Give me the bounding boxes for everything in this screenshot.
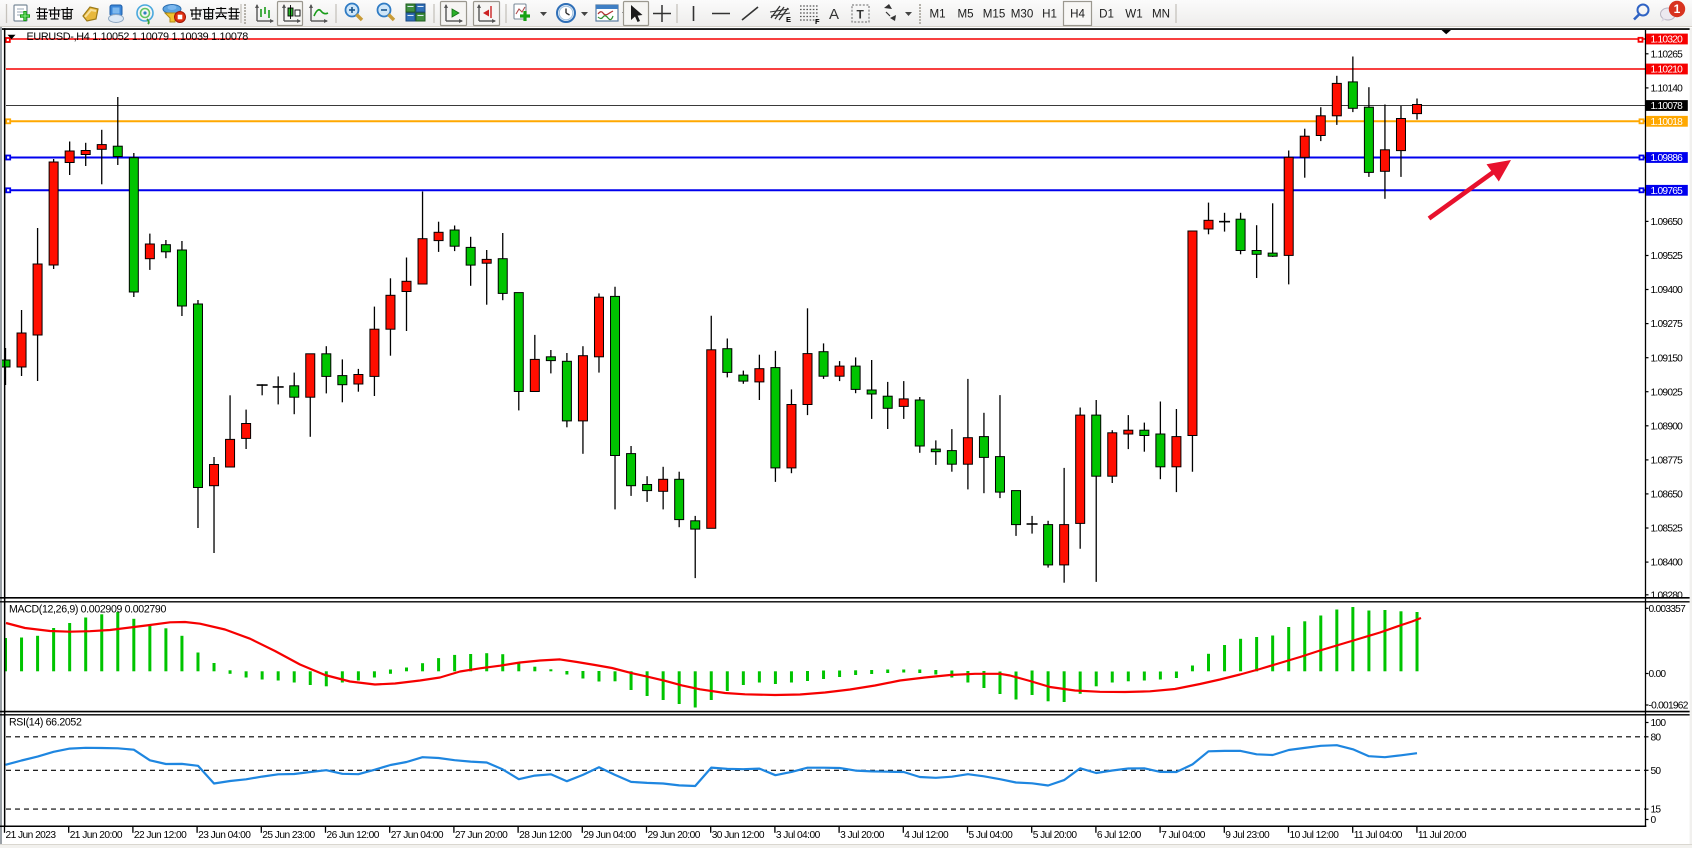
svg-text:1.10078: 1.10078 <box>1651 101 1684 112</box>
svg-text:1.09400: 1.09400 <box>1651 285 1684 296</box>
svg-text:MN: MN <box>1152 8 1170 21</box>
svg-text:22 Jun 12:00: 22 Jun 12:00 <box>134 830 187 841</box>
svg-text:M15: M15 <box>983 8 1006 21</box>
svg-text:D1: D1 <box>1099 8 1114 21</box>
svg-text:1.08400: 1.08400 <box>1651 558 1684 569</box>
svg-text:30 Jun 12:00: 30 Jun 12:00 <box>712 830 765 841</box>
svg-text:28 Jun 12:00: 28 Jun 12:00 <box>519 830 572 841</box>
svg-text:1.08900: 1.08900 <box>1651 421 1684 432</box>
svg-text:MACD(12,26,9) 0.002909 0.00279: MACD(12,26,9) 0.002909 0.002790 <box>9 604 166 616</box>
svg-text:A: A <box>829 6 839 23</box>
svg-text:1.10140: 1.10140 <box>1651 84 1684 95</box>
svg-text:5 Jul 04:00: 5 Jul 04:00 <box>969 830 1014 841</box>
svg-text:W1: W1 <box>1125 8 1142 21</box>
svg-text:1.09275: 1.09275 <box>1651 319 1684 330</box>
svg-text:100: 100 <box>1651 718 1667 729</box>
svg-text:H4: H4 <box>1070 8 1085 21</box>
svg-text:29 Jun 04:00: 29 Jun 04:00 <box>583 830 636 841</box>
svg-text:23 Jun 04:00: 23 Jun 04:00 <box>198 830 251 841</box>
svg-text:RSI(14) 66.2052: RSI(14) 66.2052 <box>9 717 82 729</box>
svg-text:4 Jul 12:00: 4 Jul 12:00 <box>904 830 949 841</box>
svg-text:1.08525: 1.08525 <box>1651 524 1684 535</box>
svg-text:3 Jul 20:00: 3 Jul 20:00 <box>840 830 885 841</box>
svg-text:E: E <box>786 15 791 24</box>
svg-text:27 Jun 04:00: 27 Jun 04:00 <box>391 830 444 841</box>
svg-text:29 Jun 20:00: 29 Jun 20:00 <box>648 830 701 841</box>
svg-text:0: 0 <box>1651 815 1657 826</box>
svg-text:1.10265: 1.10265 <box>1651 49 1684 60</box>
svg-text:1: 1 <box>1674 2 1681 16</box>
svg-text:1.09886: 1.09886 <box>1651 153 1684 164</box>
svg-text:T: T <box>857 8 865 22</box>
svg-text:80: 80 <box>1651 732 1662 743</box>
svg-text:0.003357: 0.003357 <box>1649 604 1687 615</box>
svg-text:11 Jul 04:00: 11 Jul 04:00 <box>1354 830 1403 841</box>
svg-text:1.09025: 1.09025 <box>1651 387 1684 398</box>
svg-text:H1: H1 <box>1042 8 1057 21</box>
svg-text:21 Jun 20:00: 21 Jun 20:00 <box>70 830 123 841</box>
svg-text:7 Jul 04:00: 7 Jul 04:00 <box>1161 830 1206 841</box>
svg-text:50: 50 <box>1651 766 1662 777</box>
svg-text:3 Jul 04:00: 3 Jul 04:00 <box>776 830 821 841</box>
svg-text:F: F <box>815 17 820 26</box>
svg-text:1.10320: 1.10320 <box>1651 35 1684 46</box>
svg-text:5 Jul 20:00: 5 Jul 20:00 <box>1033 830 1078 841</box>
svg-text:26 Jun 12:00: 26 Jun 12:00 <box>327 830 380 841</box>
svg-text:M1: M1 <box>929 8 945 21</box>
svg-text:25 Jun 23:00: 25 Jun 23:00 <box>262 830 315 841</box>
svg-text:6 Jul 12:00: 6 Jul 12:00 <box>1097 830 1142 841</box>
svg-text:1.09650: 1.09650 <box>1651 217 1684 228</box>
svg-text:1.08280: 1.08280 <box>1651 590 1684 601</box>
svg-text:EURUSD-,H4 1.10052 1.10079 1.: EURUSD-,H4 1.10052 1.10079 1.10039 1.100… <box>27 31 249 43</box>
svg-text:1.08650: 1.08650 <box>1651 490 1684 501</box>
svg-text:1.09150: 1.09150 <box>1651 353 1684 364</box>
svg-text:1.08775: 1.08775 <box>1651 456 1684 467</box>
svg-text:1.09525: 1.09525 <box>1651 251 1684 262</box>
svg-text:15: 15 <box>1651 805 1662 816</box>
svg-text:-0.001962: -0.001962 <box>1649 701 1689 712</box>
svg-text:0.00: 0.00 <box>1649 669 1667 680</box>
svg-text:9 Jul 23:00: 9 Jul 23:00 <box>1225 830 1270 841</box>
svg-text:11 Jul 20:00: 11 Jul 20:00 <box>1418 830 1467 841</box>
svg-text:M30: M30 <box>1011 8 1034 21</box>
svg-text:M5: M5 <box>957 8 973 21</box>
svg-text:1.10210: 1.10210 <box>1651 65 1684 76</box>
svg-text:27 Jun 20:00: 27 Jun 20:00 <box>455 830 508 841</box>
svg-text:1.10018: 1.10018 <box>1651 117 1684 128</box>
svg-text:10 Jul 12:00: 10 Jul 12:00 <box>1290 830 1340 841</box>
svg-text:21 Jun 2023: 21 Jun 2023 <box>6 830 57 841</box>
svg-text:1.09765: 1.09765 <box>1651 186 1684 197</box>
